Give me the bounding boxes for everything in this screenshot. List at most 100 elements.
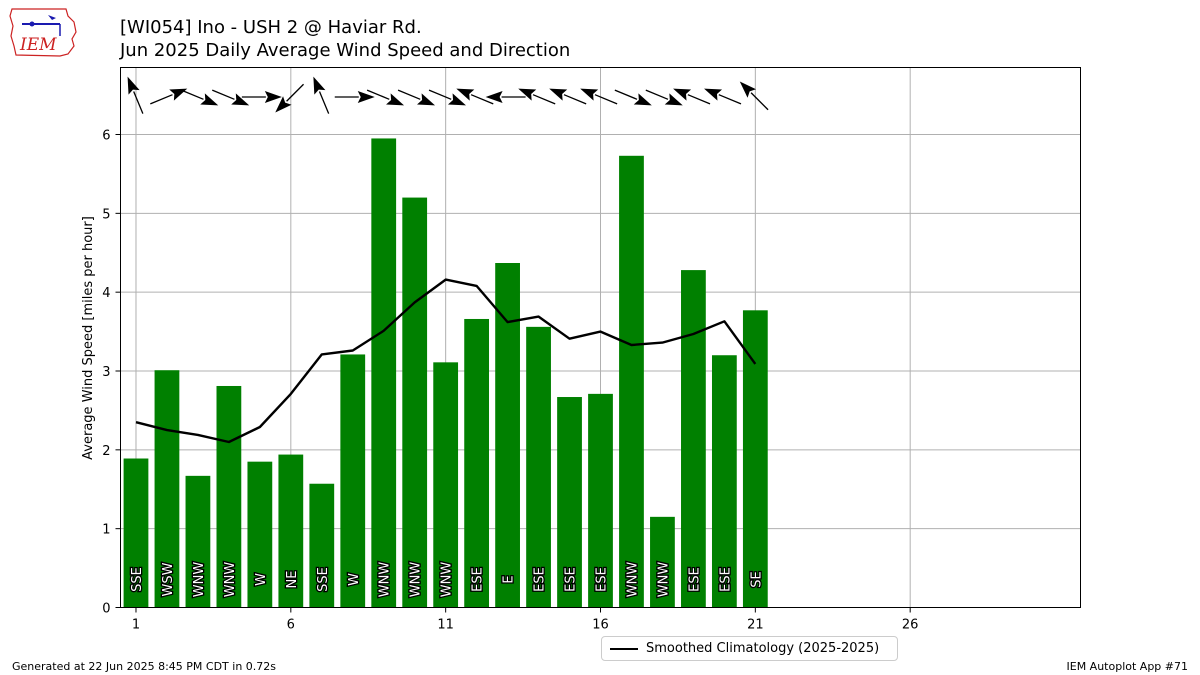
wind-arrow	[334, 91, 375, 103]
legend-line-swatch	[610, 647, 638, 650]
wind-arrow-head	[231, 93, 250, 106]
x-tick-label: 16	[592, 618, 609, 633]
wind-arrow-head	[456, 88, 475, 101]
wind-arrow-head	[264, 91, 282, 103]
wind-arrow-head	[127, 76, 140, 95]
wind-arrow-head	[664, 93, 683, 106]
wind-arrow	[614, 89, 652, 106]
bar	[711, 355, 737, 608]
wind-arrow	[704, 88, 742, 105]
wind-arrow-shaft	[150, 94, 173, 105]
y-tick-label: 2	[102, 444, 110, 459]
bar	[557, 397, 582, 608]
wind-arrow	[150, 88, 188, 105]
x-tick-label: 1	[132, 618, 140, 633]
direction-label: WNW	[656, 562, 671, 598]
wind-arrow-shaft	[366, 89, 390, 100]
legend-label: Smoothed Climatology (2025-2025)	[646, 641, 880, 656]
wind-arrow-head	[275, 96, 292, 113]
x-tick-label: 11	[437, 618, 454, 633]
wind-arrow	[275, 83, 305, 113]
y-tick-label: 1	[102, 523, 110, 538]
bar	[340, 354, 366, 608]
y-tick-label: 5	[102, 207, 110, 222]
bar	[588, 393, 613, 608]
wind-arrow-head	[313, 76, 326, 95]
direction-label: WSW	[161, 562, 176, 596]
direction-label: WNW	[440, 562, 455, 598]
climatology-line	[135, 278, 757, 444]
wind-arrow-shaft	[594, 94, 618, 105]
direction-label: W	[254, 573, 269, 586]
direction-label: ESE	[687, 567, 702, 592]
bar	[742, 310, 768, 608]
bar	[216, 385, 242, 608]
wind-arrow-head	[549, 88, 568, 101]
wind-arrow-shaft	[645, 89, 669, 100]
bar	[278, 454, 304, 608]
wind-arrow-shaft	[212, 89, 235, 100]
wind-arrow	[673, 88, 711, 105]
wind-arrow-shaft	[181, 89, 204, 100]
wind-arrow	[580, 88, 618, 105]
y-tick-label: 6	[102, 129, 110, 144]
bar	[123, 458, 149, 608]
bar	[495, 263, 520, 608]
direction-label: SSE	[130, 567, 145, 592]
direction-label: WNW	[409, 562, 424, 598]
direction-label: WNW	[192, 562, 207, 598]
wind-arrow	[366, 89, 405, 106]
x-tick-label: 26	[902, 618, 919, 633]
wind-arrow-head	[485, 91, 503, 103]
wind-arrow-shaft	[470, 94, 494, 105]
bar	[247, 461, 273, 608]
direction-label: NE	[285, 571, 300, 589]
wind-arrow-shaft	[397, 89, 421, 100]
direction-label: SSE	[316, 567, 331, 592]
wind-arrow	[428, 89, 466, 106]
wind-arrow-head	[417, 93, 436, 106]
direction-label: W	[347, 573, 362, 586]
y-tick-label: 0	[102, 602, 110, 617]
wind-arrow-shaft	[286, 83, 305, 102]
direction-label: ESE	[533, 567, 548, 592]
direction-label: SE	[749, 571, 764, 587]
bar	[464, 318, 490, 608]
direction-label: WNW	[625, 562, 640, 598]
wind-arrows	[127, 76, 769, 114]
wind-arrow-shaft	[687, 94, 711, 105]
wind-arrow-shaft	[718, 94, 742, 105]
wind-arrow-head	[739, 81, 757, 98]
logo-text: IEM	[19, 35, 57, 55]
bar	[185, 475, 211, 608]
wind-arrow	[645, 89, 683, 106]
bar	[526, 326, 551, 608]
wind-arrow-shaft	[133, 91, 144, 114]
bar	[650, 516, 675, 608]
wind-arrow-head	[200, 93, 219, 106]
direction-labels: SSE WSW WNW WNW W NE SSE W WNW WNW WNW ESE E ESE ESE ES…	[129, 560, 766, 598]
generated-timestamp: Generated at 22 Jun 2025 8:45 PM CDT in …	[12, 660, 277, 673]
bar	[371, 138, 397, 608]
wind-arrow-head	[673, 88, 692, 101]
wind-arrow-head	[386, 93, 405, 106]
wind-arrow-head	[633, 93, 652, 106]
app-id: IEM Autoplot App #71	[1066, 660, 1189, 673]
wind-arrow	[212, 89, 250, 106]
direction-label: ESE	[471, 567, 486, 592]
wind-arrow-head	[580, 88, 599, 101]
wind-arrow-head	[518, 88, 537, 101]
wind-arrow	[313, 76, 330, 114]
wind-arrow-shaft	[532, 94, 556, 105]
wind-arrow-shaft	[318, 91, 330, 114]
wind-arrow-shaft	[614, 89, 638, 100]
y-tick-label: 4	[102, 286, 110, 301]
bar	[619, 155, 644, 608]
x-tick-label: 6	[287, 618, 295, 633]
bar	[309, 483, 335, 608]
bar	[402, 197, 428, 608]
wind-arrow-shaft	[563, 94, 587, 105]
wind-arrow	[518, 88, 556, 105]
iem-logo: IEM	[9, 8, 77, 57]
